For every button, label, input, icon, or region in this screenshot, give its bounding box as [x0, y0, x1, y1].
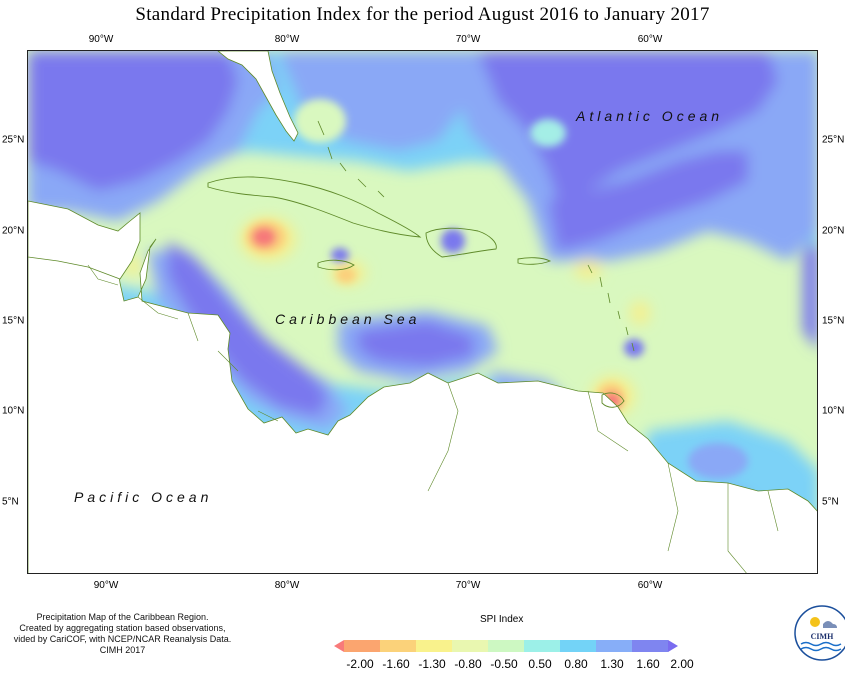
legend-label-2: -1.30 — [418, 657, 446, 671]
zone-very-wet-hispaniola — [441, 229, 465, 253]
lon-tick-bottom-60w: 60°W — [637, 580, 663, 591]
legend-label-0: -2.00 — [346, 657, 374, 671]
zone-dry-jamaica — [336, 267, 356, 283]
legend-label-4: -0.50 — [490, 657, 518, 671]
zone-slightly-wet-atlantic-spot — [530, 119, 566, 147]
legend-swatch-4 — [452, 640, 489, 652]
zone-very-wet-windward — [624, 339, 644, 357]
zone-slightly-dry-lesser-antilles — [574, 259, 602, 279]
credits-line-4: CIMH 2017 — [99, 645, 146, 655]
map-title: Standard Precipitation Index for the per… — [135, 4, 710, 25]
legend-color-bar — [334, 640, 678, 652]
island-lesser-antilles — [587, 264, 635, 352]
lon-tick-top-70w: 70°W — [455, 34, 481, 45]
legend-swatches — [334, 640, 678, 652]
island-hispaniola — [425, 227, 497, 258]
country-borders — [87, 264, 779, 573]
legend-label-6: 0.80 — [564, 657, 588, 671]
map-frame: Atlantic Ocean Caribbean Sea Pacific Oce… — [27, 50, 818, 574]
legend-label-7: 1.30 — [600, 657, 624, 671]
zone-very-wet-central-caribbean — [358, 321, 473, 366]
lat-tick-right-20n: 20°N — [822, 225, 845, 237]
lon-tick-top-60w: 60°W — [637, 34, 663, 45]
legend-swatch-3 — [416, 640, 453, 652]
lat-tick-right-5n: 5°N — [822, 496, 839, 508]
legend-label-8: 1.60 — [636, 657, 660, 671]
island-cuba — [207, 176, 422, 238]
lat-tick-left-10n: 10°N — [2, 405, 25, 417]
lat-tick-right-10n: 10°N — [822, 405, 845, 417]
legend-swatch-0 — [334, 640, 344, 652]
island-jamaica — [317, 259, 355, 271]
logo-ring — [794, 605, 845, 661]
lat-tick-left-25n: 25°N — [2, 134, 25, 146]
lat-tick-right-25n: 25°N — [822, 134, 845, 146]
lat-tick-left-15n: 15°N — [2, 315, 25, 327]
lon-tick-bottom-70w: 70°W — [455, 580, 481, 591]
lon-tick-top-80w: 80°W — [274, 34, 300, 45]
legend-swatch-10 — [668, 640, 678, 652]
legend-swatch-1 — [344, 640, 381, 652]
credits-block: Precipitation Map of the Caribbean Regio… — [0, 612, 245, 656]
lon-tick-bottom-90w: 90°W — [93, 580, 119, 591]
zone-very-wet-gulf — [28, 51, 238, 191]
land-central-south-america — [28, 238, 817, 573]
legend-swatch-9 — [632, 640, 669, 652]
cimh-logo: CIMH — [794, 605, 845, 661]
lon-tick-top-90w: 90°W — [88, 34, 114, 45]
spi-map — [28, 51, 817, 573]
legend-label-3: -0.80 — [454, 657, 482, 671]
land-yucatan — [28, 200, 141, 280]
legend-label-9: 2.00 — [670, 657, 694, 671]
label-pacific-ocean: Pacific Ocean — [74, 489, 213, 505]
zone-very-wet-east-edge — [803, 242, 817, 349]
logo-cloud-icon — [823, 621, 837, 628]
lon-tick-bottom-80w: 80°W — [274, 580, 300, 591]
island-bahamas — [317, 120, 385, 198]
lat-tick-right-15n: 15°N — [822, 315, 845, 327]
legend-swatch-5 — [488, 640, 525, 652]
logo-text: CIMH — [811, 632, 834, 641]
lat-tick-left-20n: 20°N — [2, 225, 25, 237]
land-florida — [217, 51, 299, 142]
credits-line-3: vided by CariCOF, with NCEP/NCAR Reanaly… — [13, 634, 232, 644]
lat-tick-left-5n: 5°N — [2, 496, 19, 508]
legend-swatch-2 — [380, 640, 417, 652]
zone-slightly-dry-barbados — [630, 301, 650, 325]
logo-waves-icon — [800, 641, 842, 652]
logo-sun-icon — [810, 617, 820, 627]
label-atlantic-ocean: Atlantic Ocean — [576, 108, 724, 124]
legend-label-1: -1.60 — [382, 657, 410, 671]
zone-very-wet-pacific-coast — [168, 241, 328, 416]
zone-very-wet-atlantic — [478, 51, 778, 201]
zone-slightly-wet-bahamas — [294, 99, 346, 143]
legend-swatch-8 — [596, 640, 633, 652]
credits-line-1: Precipitation Map of the Caribbean Regio… — [36, 612, 209, 622]
zone-wet-guyana-blob — [688, 443, 748, 479]
island-trinidad — [601, 392, 625, 408]
zone-very-wet-jamaica-north — [331, 248, 349, 262]
legend-title: SPI Index — [480, 614, 524, 625]
label-caribbean-sea: Caribbean Sea — [275, 311, 421, 327]
zone-very-dry-cayman — [252, 227, 276, 247]
legend-swatch-7 — [560, 640, 597, 652]
legend-label-5: 0.50 — [528, 657, 552, 671]
legend-swatch-6 — [524, 640, 561, 652]
zone-very-wet-atlantic-south — [548, 151, 748, 251]
credits-line-2: Created by aggregating station based obs… — [19, 623, 226, 633]
island-puerto-rico — [517, 257, 552, 265]
